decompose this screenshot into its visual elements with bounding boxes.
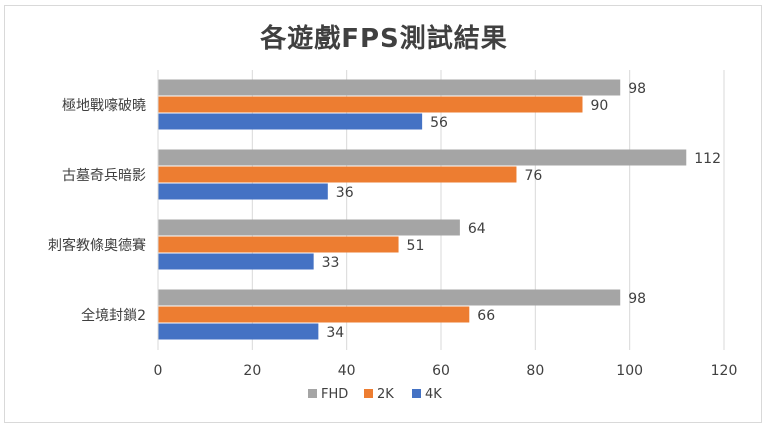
x-tick-label: 120 bbox=[711, 363, 738, 379]
legend-swatch-2k bbox=[364, 389, 373, 398]
legend-label: 2K bbox=[377, 387, 394, 402]
data-label: 34 bbox=[326, 325, 344, 341]
bar-fhd bbox=[158, 289, 621, 306]
bar-2k bbox=[158, 236, 399, 253]
category-label: 刺客教條奧德賽 bbox=[48, 237, 146, 254]
x-tick-label: 60 bbox=[432, 363, 450, 379]
data-label: 36 bbox=[336, 185, 354, 201]
chart-frame bbox=[4, 5, 762, 423]
data-label: 98 bbox=[628, 81, 646, 97]
data-label: 56 bbox=[430, 115, 448, 131]
bar-4k bbox=[158, 183, 328, 200]
category-label: 全境封鎖2 bbox=[81, 307, 146, 324]
x-tick-label: 80 bbox=[526, 363, 544, 379]
category-label: 極地戰嚎破曉 bbox=[62, 97, 146, 114]
legend-swatch-4k bbox=[412, 389, 421, 398]
legend-label: 4K bbox=[425, 387, 442, 402]
data-label: 90 bbox=[591, 98, 609, 114]
x-tick-label: 100 bbox=[616, 363, 643, 379]
bar-4k bbox=[158, 253, 314, 270]
bar-fhd bbox=[158, 149, 687, 166]
data-label: 76 bbox=[524, 168, 542, 184]
x-tick-label: 40 bbox=[338, 363, 356, 379]
bar-4k bbox=[158, 323, 319, 340]
x-tick-label: 0 bbox=[154, 363, 163, 379]
data-label: 98 bbox=[628, 291, 646, 307]
data-label: 64 bbox=[468, 221, 486, 237]
data-label: 112 bbox=[694, 151, 721, 167]
bar-fhd bbox=[158, 79, 621, 96]
bar-4k bbox=[158, 113, 423, 130]
legend-label: FHD bbox=[321, 387, 348, 402]
bar-fhd bbox=[158, 219, 460, 236]
bar-2k bbox=[158, 166, 517, 183]
bar-2k bbox=[158, 306, 470, 323]
legend-swatch-fhd bbox=[308, 389, 317, 398]
data-label: 33 bbox=[322, 255, 340, 271]
bar-2k bbox=[158, 96, 583, 113]
chart-title: 各遊戲FPS測試結果 bbox=[260, 24, 508, 54]
data-label: 66 bbox=[477, 308, 495, 324]
category-label: 古墓奇兵暗影 bbox=[62, 167, 146, 184]
x-tick-label: 20 bbox=[243, 363, 261, 379]
data-label: 51 bbox=[407, 238, 425, 254]
